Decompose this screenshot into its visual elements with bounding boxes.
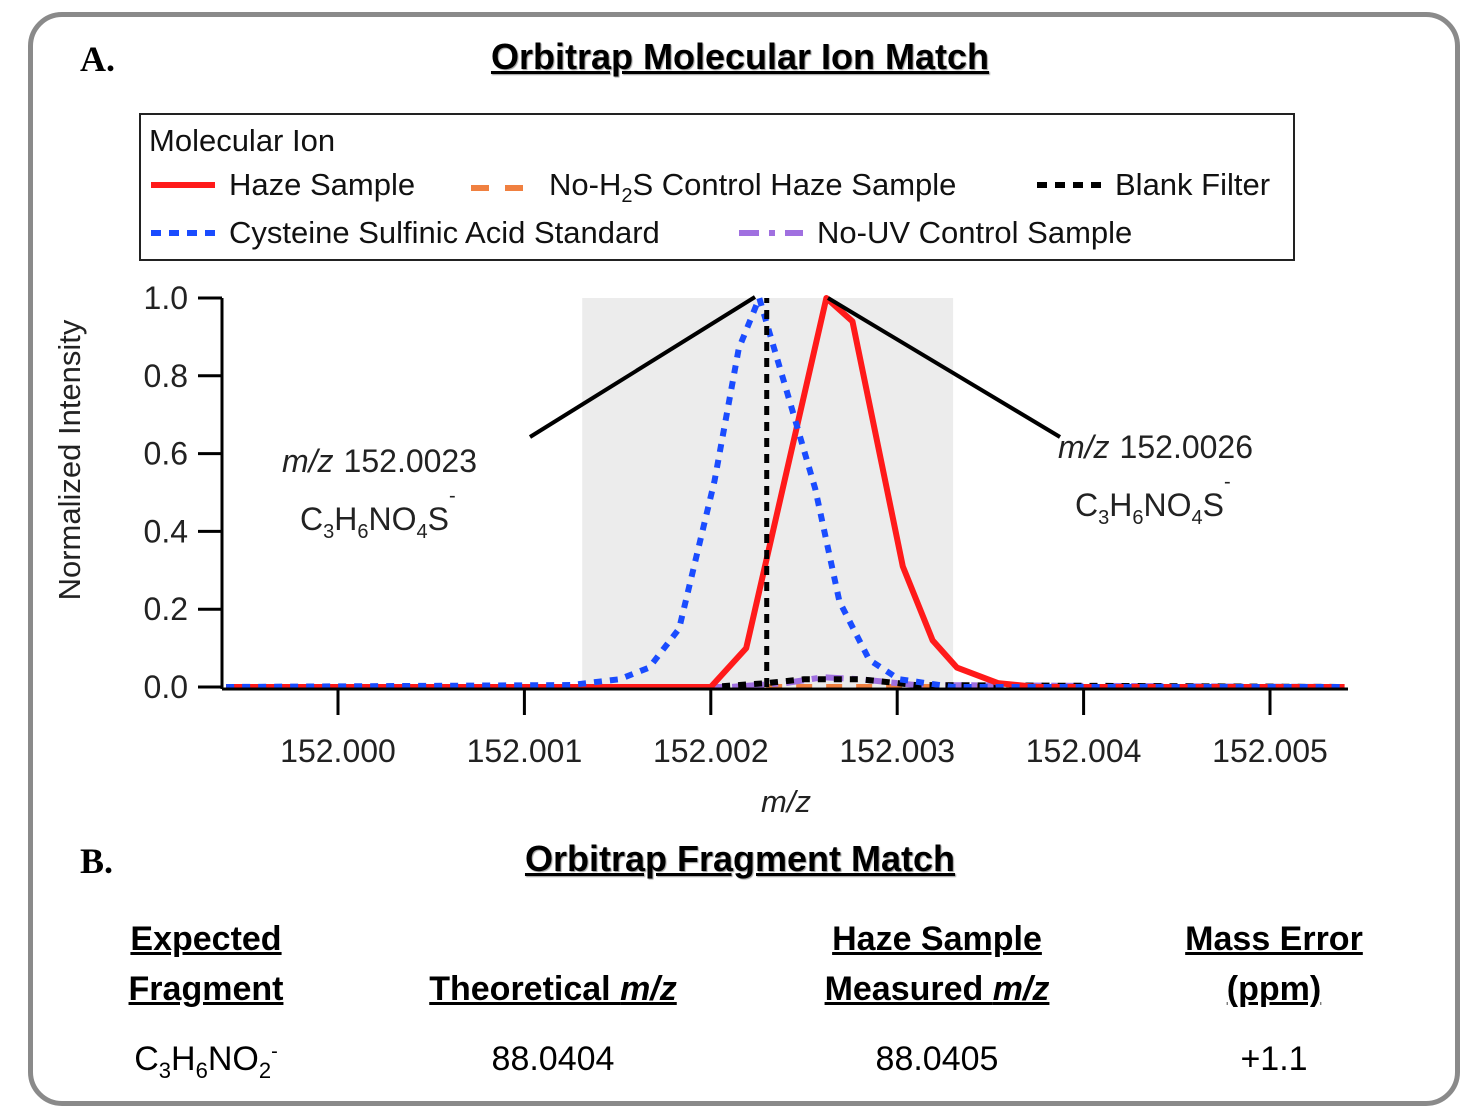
header-theoretical: Theoretical m/z bbox=[429, 970, 677, 1008]
cell-theoretical: 88.0404 bbox=[491, 1040, 615, 1078]
figure-frame bbox=[28, 12, 1460, 1106]
legend-item-blank: Blank Filter bbox=[1037, 167, 1270, 203]
x-tick-label: 152.002 bbox=[653, 733, 769, 769]
x-tick-label: 152.004 bbox=[1026, 733, 1142, 769]
header-expected-fragment: Expected Fragment bbox=[128, 920, 284, 1008]
y-tick-label: 0.2 bbox=[144, 591, 188, 627]
legend-title: Molecular Ion bbox=[149, 123, 336, 158]
x-tick-label: 152.003 bbox=[839, 733, 955, 769]
y-tick-label: 0.4 bbox=[144, 513, 188, 549]
header-mass-error: Mass Error (ppm) bbox=[1185, 920, 1363, 1008]
chart: 152.000 152.001 152.002 152.003 152.004 152.0… bbox=[52, 280, 1348, 819]
y-tick-label: 0.6 bbox=[144, 436, 188, 472]
x-tick-label: 152.001 bbox=[467, 733, 583, 769]
x-tick-label: 152.005 bbox=[1212, 733, 1328, 769]
panel-a-letter: A. bbox=[80, 39, 115, 79]
cell-mass-error: +1.1 bbox=[1240, 1040, 1308, 1078]
annotation-left-formula: C3H6NO4S- bbox=[300, 485, 456, 543]
legend-item-haze: Haze Sample bbox=[151, 167, 415, 203]
y-axis-label: Normalized Intensity bbox=[52, 319, 87, 600]
panel-b-title: Orbitrap Fragment Match bbox=[524, 838, 956, 879]
cell-measured: 88.0405 bbox=[875, 1040, 999, 1078]
legend-label: Blank Filter bbox=[1115, 167, 1271, 202]
panel-b-letter: B. bbox=[80, 841, 114, 881]
y-tick-label: 0.0 bbox=[144, 669, 188, 705]
header-measured: Haze Sample Measured m/z bbox=[824, 920, 1050, 1008]
legend-label: No-UV Control Sample bbox=[817, 215, 1133, 250]
legend-item-no-uv: No-UV Control Sample bbox=[739, 215, 1132, 251]
cell-fragment: C3H6NO2- bbox=[134, 1040, 278, 1083]
dash-dot-swatch-icon bbox=[739, 230, 803, 236]
legend-label: Haze Sample bbox=[229, 167, 416, 202]
dashed-line-swatch-icon bbox=[471, 184, 535, 191]
panel-a-title: Orbitrap Molecular Ion Match bbox=[490, 36, 990, 77]
series-line-cysteine-sulfinic-acid-standard bbox=[226, 295, 1345, 690]
annotation-left-mz: m/z 152.0023 bbox=[282, 443, 477, 479]
annotation-leader-right bbox=[826, 296, 1062, 439]
annotation-right-formula: C3H6NO4S- bbox=[1075, 471, 1231, 529]
legend-item-cysteine: Cysteine Sulfinic Acid Standard bbox=[151, 215, 660, 251]
legend: Molecular Ion Haze Sample No-H2S Control… bbox=[139, 113, 1295, 261]
legend-label: No-H2S Control Haze Sample bbox=[549, 167, 957, 208]
annotation-right-mz: m/z 152.0026 bbox=[1058, 429, 1253, 465]
legend-item-no-h2s: No-H2S Control Haze Sample bbox=[471, 167, 956, 208]
legend-label: Cysteine Sulfinic Acid Standard bbox=[229, 215, 660, 250]
annotation-leader-left bbox=[528, 295, 757, 439]
solid-line-swatch-icon bbox=[151, 182, 215, 188]
series-line-haze-sample bbox=[226, 295, 1345, 690]
y-tick-label: 0.8 bbox=[144, 358, 188, 394]
y-tick-label: 1.0 bbox=[144, 280, 188, 316]
x-tick-label: 152.000 bbox=[280, 733, 396, 769]
x-axis-label: m/z bbox=[761, 784, 811, 819]
